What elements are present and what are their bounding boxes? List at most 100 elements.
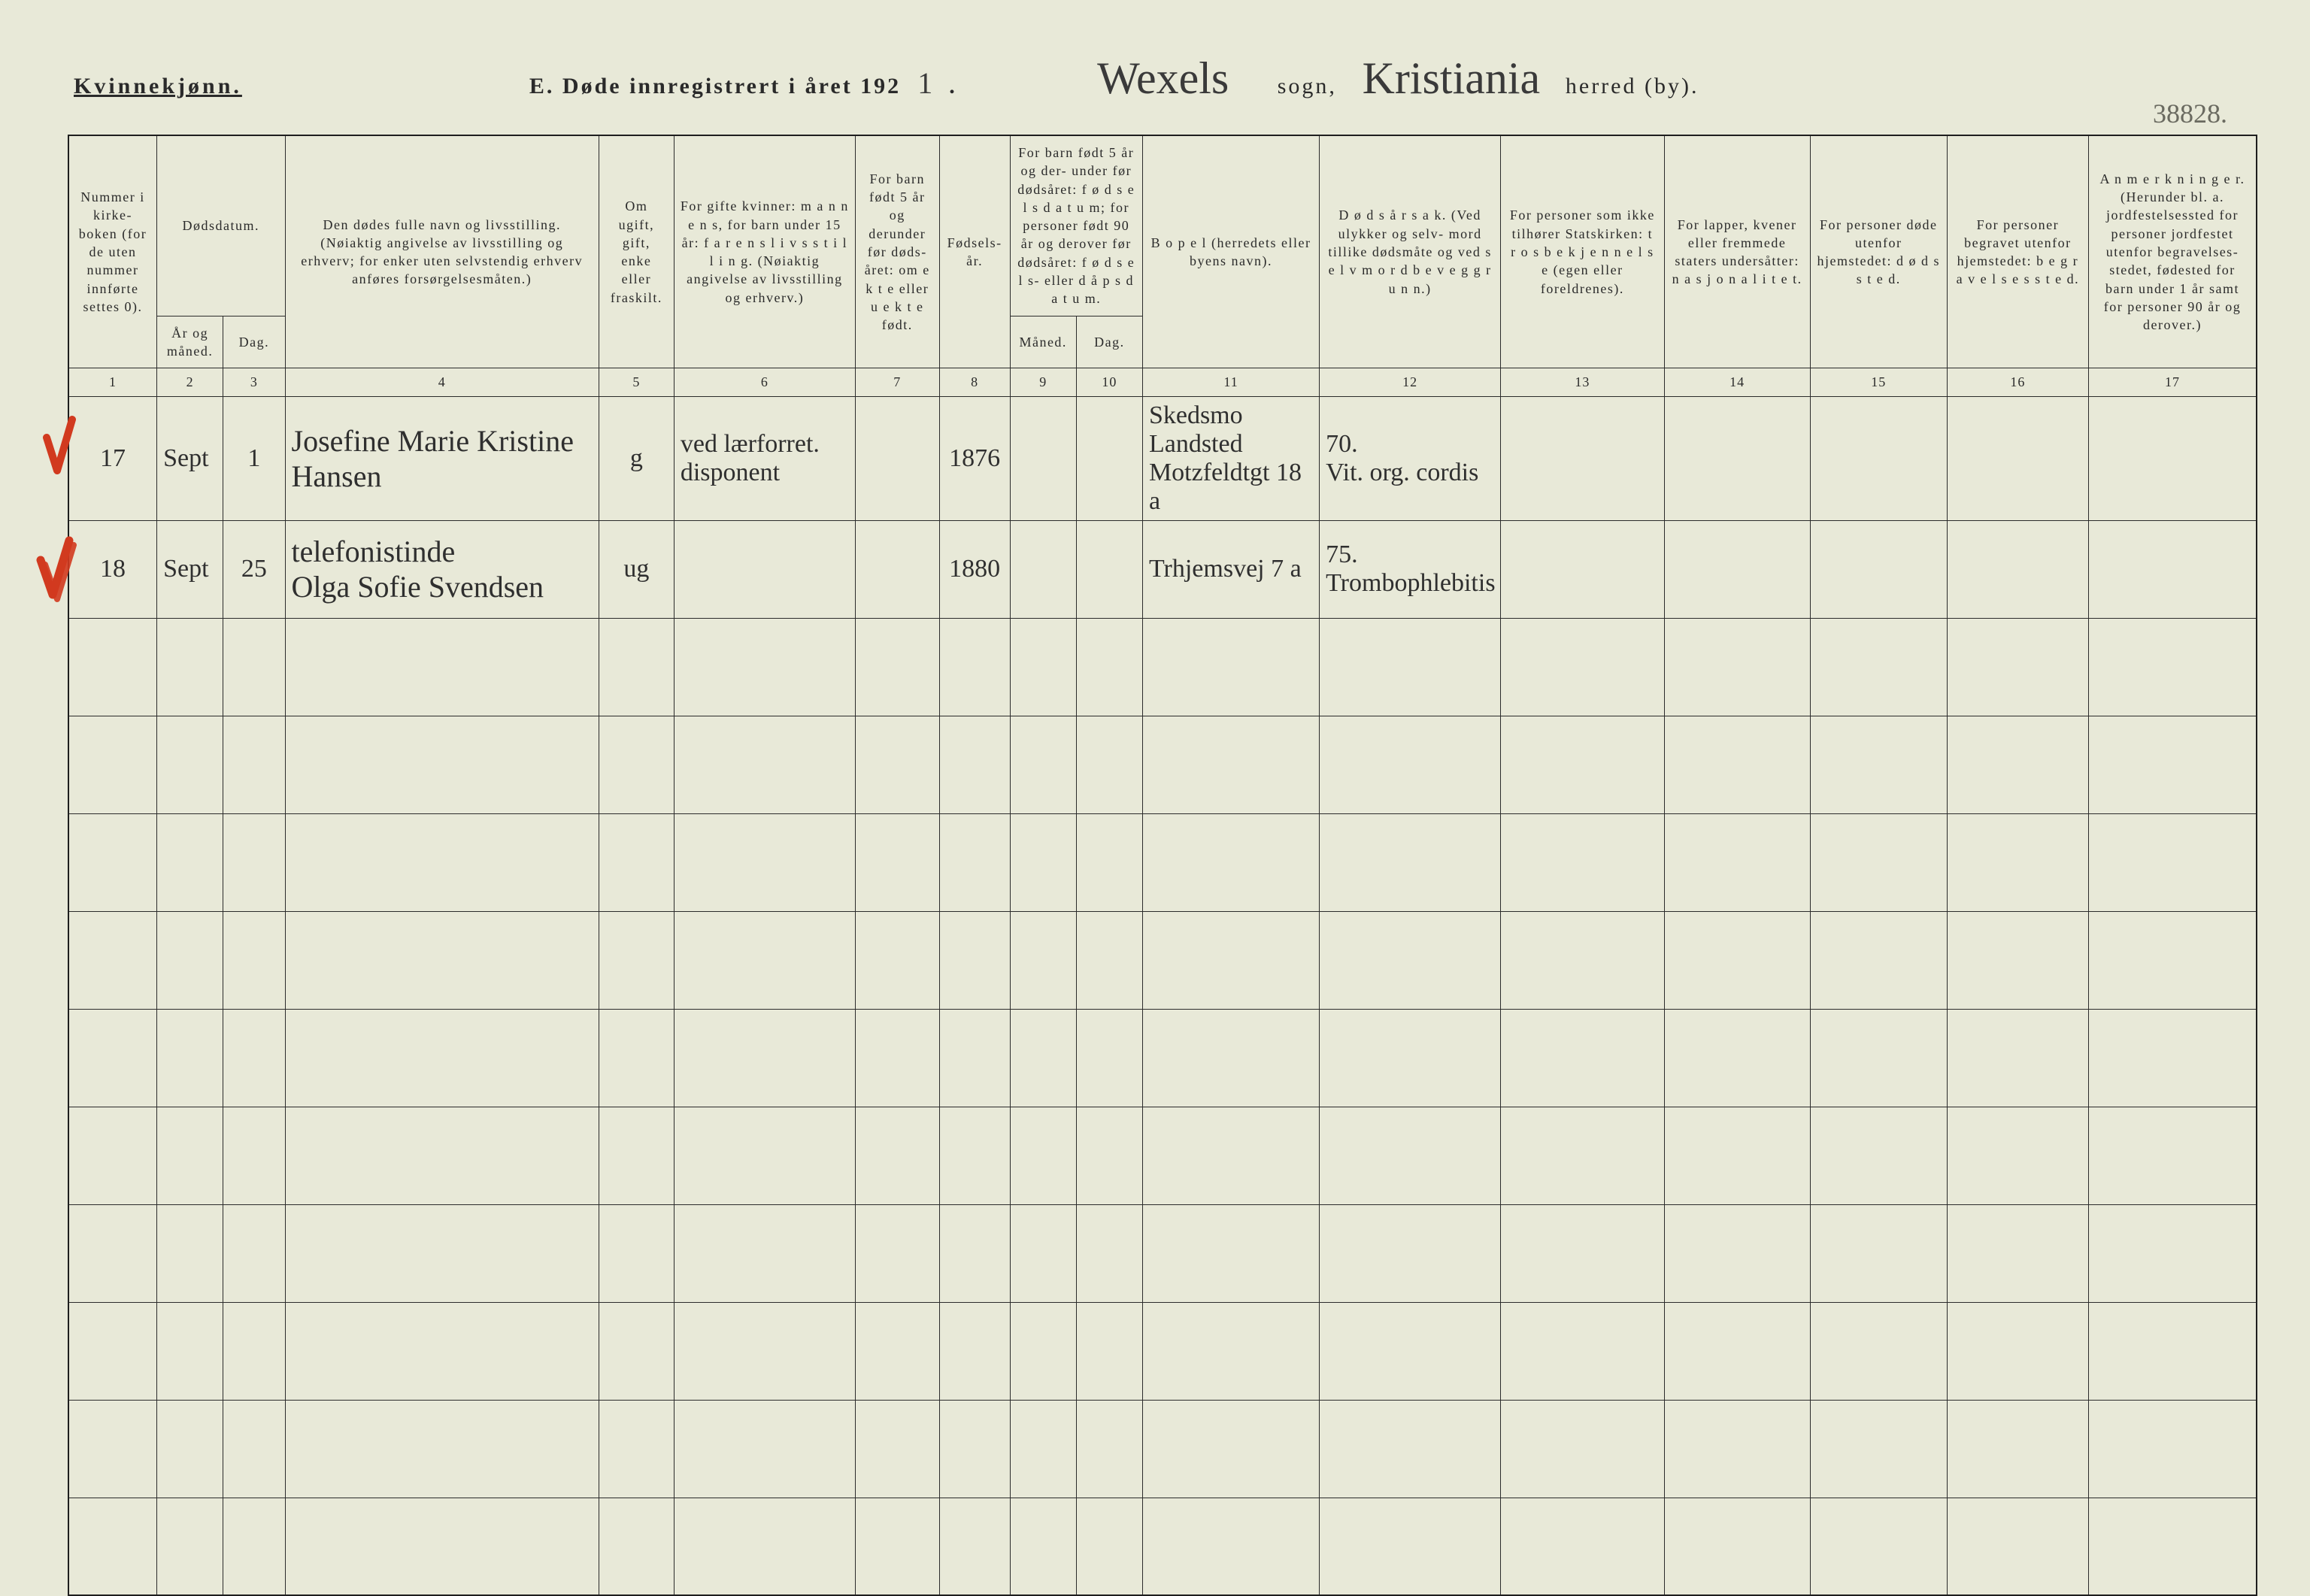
cell-c4: telefonistinde Olga Sofie Svendsen <box>285 520 599 618</box>
cell-c15 <box>1810 911 1947 1009</box>
cell-c1 <box>68 618 157 716</box>
page-number: 38828. <box>2153 98 2227 129</box>
cell-c13 <box>1501 1302 1665 1400</box>
cell-c17 <box>2088 1204 2257 1302</box>
col-header-12: D ø d s å r s a k. (Ved ulykker og selv-… <box>1320 135 1501 368</box>
cell-c17 <box>2088 813 2257 911</box>
cell-c2 <box>157 813 223 911</box>
cell-c11 <box>1142 813 1319 911</box>
col-num-11: 11 <box>1142 368 1319 396</box>
cell-c13 <box>1501 813 1665 911</box>
cell-c6: ved lærforret. disponent <box>674 396 855 520</box>
cell-c12 <box>1320 1302 1501 1400</box>
cell-c8: 1880 <box>939 520 1010 618</box>
cell-c5 <box>599 1400 674 1498</box>
col-header-10: Dag. <box>1076 316 1142 368</box>
cell-c8: 1876 <box>939 396 1010 520</box>
sogn-value: Wexels <box>1066 53 1261 104</box>
cell-c11 <box>1142 911 1319 1009</box>
col-header-2-3-group: Dødsdatum. <box>157 135 285 316</box>
cell-c10 <box>1076 1107 1142 1204</box>
cell-c5 <box>599 716 674 813</box>
col-header-17: A n m e r k n i n g e r. (Herunder bl. a… <box>2088 135 2257 368</box>
cell-c4 <box>285 1498 599 1595</box>
cell-c2 <box>157 1400 223 1498</box>
cell-c12 <box>1320 1400 1501 1498</box>
cell-c13 <box>1501 396 1665 520</box>
cell-c14 <box>1664 1107 1810 1204</box>
handwritten-value: Trhjemsvej 7 a <box>1149 555 1302 583</box>
cell-c10 <box>1076 520 1142 618</box>
cell-c10 <box>1076 813 1142 911</box>
cell-c9 <box>1010 618 1076 716</box>
red-check-icon <box>42 415 77 483</box>
cell-c4 <box>285 1400 599 1498</box>
table-row <box>68 1302 2257 1400</box>
cell-c16 <box>1947 813 2088 911</box>
cell-c16 <box>1947 1009 2088 1107</box>
gender-heading: Kvinnekjønn. <box>74 74 242 99</box>
cell-c3 <box>223 618 285 716</box>
cell-c4 <box>285 1107 599 1204</box>
col-header-13: For personer som ikke tilhører Statskirk… <box>1501 135 1665 368</box>
cell-c6 <box>674 520 855 618</box>
cell-c11: Skedsmo Landsted Motzfeldtgt 18 a <box>1142 396 1319 520</box>
cell-c4 <box>285 716 599 813</box>
cell-c5 <box>599 911 674 1009</box>
cell-c2 <box>157 1009 223 1107</box>
cell-c7 <box>855 1498 939 1595</box>
cell-c15 <box>1810 1009 1947 1107</box>
cell-c2 <box>157 1204 223 1302</box>
table-header: Nummer i kirke- boken (for de uten numme… <box>68 135 2257 396</box>
cell-c3 <box>223 1498 285 1595</box>
table-row <box>68 716 2257 813</box>
col-header-6: For gifte kvinner: m a n n e n s, for ba… <box>674 135 855 368</box>
cell-c3 <box>223 911 285 1009</box>
cell-c13 <box>1501 1107 1665 1204</box>
cell-c17 <box>2088 911 2257 1009</box>
cell-c15 <box>1810 396 1947 520</box>
cell-c6 <box>674 1009 855 1107</box>
cell-c13 <box>1501 1400 1665 1498</box>
cell-c12 <box>1320 1498 1501 1595</box>
cell-c5 <box>599 813 674 911</box>
cell-c11 <box>1142 1498 1319 1595</box>
cell-c15 <box>1810 1204 1947 1302</box>
cell-c7 <box>855 1302 939 1400</box>
cell-c13 <box>1501 1009 1665 1107</box>
cell-c6 <box>674 618 855 716</box>
title-row: Kvinnekjønn. E. Døde innregistrert i åre… <box>74 53 2257 104</box>
cell-c12 <box>1320 1009 1501 1107</box>
cell-c16 <box>1947 520 2088 618</box>
handwritten-value: 75. Trombophlebitis <box>1326 541 1495 597</box>
cell-c3 <box>223 1107 285 1204</box>
cell-c14 <box>1664 1302 1810 1400</box>
cell-c6 <box>674 1107 855 1204</box>
cell-c17 <box>2088 716 2257 813</box>
cell-c17 <box>2088 520 2257 618</box>
cell-c8 <box>939 618 1010 716</box>
cell-c9 <box>1010 1009 1076 1107</box>
cell-c12: 75. Trombophlebitis <box>1320 520 1501 618</box>
col-num-17: 17 <box>2088 368 2257 396</box>
cell-c7 <box>855 618 939 716</box>
cell-c17 <box>2088 1009 2257 1107</box>
cell-c15 <box>1810 813 1947 911</box>
col-num-12: 12 <box>1320 368 1501 396</box>
cell-c16 <box>1947 911 2088 1009</box>
col-num-7: 7 <box>855 368 939 396</box>
cell-c10 <box>1076 1498 1142 1595</box>
cell-c2 <box>157 716 223 813</box>
cell-c7 <box>855 813 939 911</box>
handwritten-value: 17 <box>100 444 126 472</box>
cell-c14 <box>1664 396 1810 520</box>
col-num-10: 10 <box>1076 368 1142 396</box>
cell-c16 <box>1947 1400 2088 1498</box>
cell-c1 <box>68 716 157 813</box>
col-num-6: 6 <box>674 368 855 396</box>
herred-label: herred (by). <box>1566 74 1699 99</box>
red-check-icon <box>35 535 80 607</box>
cell-c14 <box>1664 1400 1810 1498</box>
cell-c5: ug <box>599 520 674 618</box>
col-header-1: Nummer i kirke- boken (for de uten numme… <box>68 135 157 368</box>
